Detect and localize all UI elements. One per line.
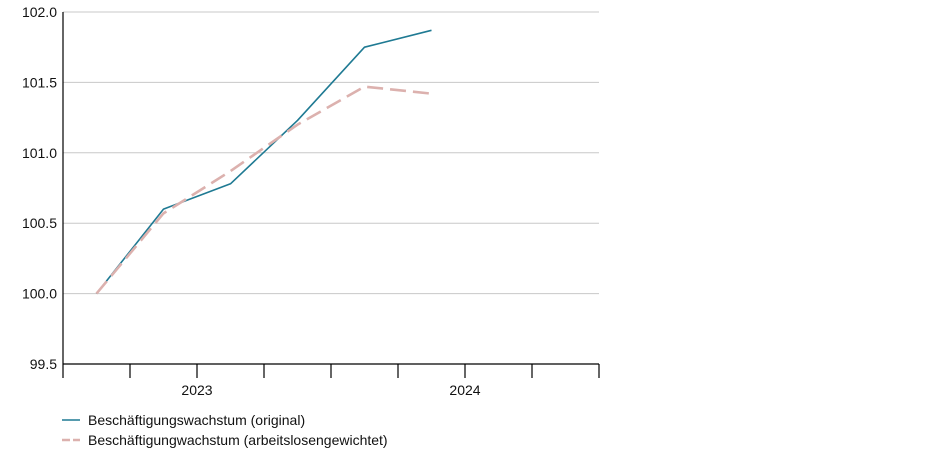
legend-label-1: Beschäftigungwachstum (arbeitslosengewic… [88,432,388,448]
y-tick-label: 101.0 [22,145,57,161]
x-ticks: 2023 2024 [62,364,600,398]
legend-label-0: Beschäftigungswachstum (original) [88,412,305,428]
series-lines [95,29,432,295]
legend: Beschäftigungswachstum (original) Beschäf… [62,412,388,448]
y-tick-label: 99.5 [30,356,57,372]
x-tick-label: 2024 [449,382,480,398]
y-tick-label: 100.5 [22,215,57,231]
y-tick-labels: 99.5 100.0 100.5 101.0 101.5 102.0 [22,4,57,372]
series-line-1 [95,85,432,295]
y-tick-label: 101.5 [22,74,57,90]
y-tick-label: 102.0 [22,4,57,20]
y-tick-label: 100.0 [22,286,57,302]
series-line-0 [95,29,432,295]
grid [63,11,599,365]
x-tick-label: 2023 [181,382,212,398]
axes [62,12,599,365]
